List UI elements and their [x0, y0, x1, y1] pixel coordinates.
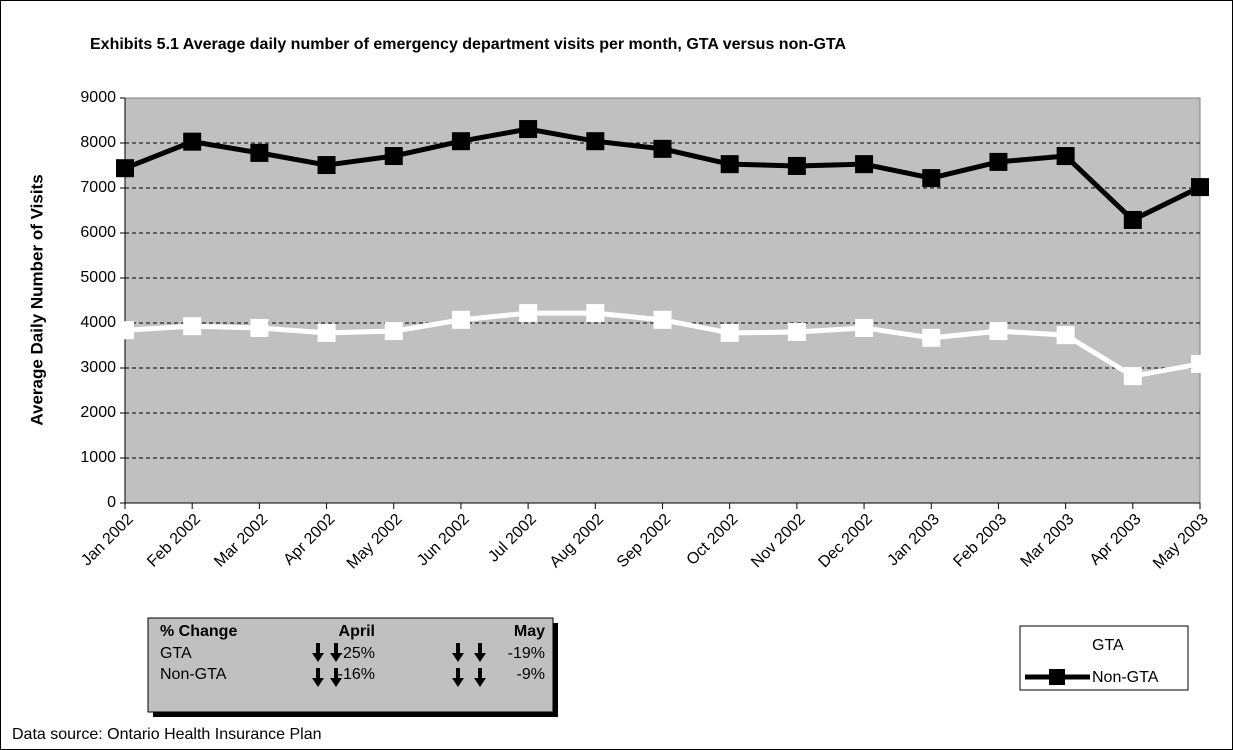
y-tick-label: 1000 [80, 449, 116, 466]
point-marker [116, 159, 134, 178]
table-header: % Change [160, 623, 237, 640]
point-marker [989, 152, 1008, 171]
point-marker [922, 328, 941, 347]
down-arrow [452, 643, 464, 662]
point-marker [586, 132, 605, 151]
y-tick-label: 3000 [80, 359, 116, 376]
point-marker [183, 132, 202, 151]
y-tick-label: 8000 [80, 134, 116, 151]
y-axis-title: Average Daily Number of Visits [27, 174, 46, 425]
y-tick-label: 7000 [80, 179, 116, 196]
point-marker [384, 322, 403, 341]
down-arrow [312, 668, 324, 687]
table-cell: GTA [160, 645, 192, 662]
y-tick-label: 2000 [80, 404, 116, 421]
point-marker [451, 310, 470, 329]
point-marker [787, 323, 806, 341]
point-marker [116, 321, 134, 340]
point-marker [989, 322, 1008, 341]
point-marker [653, 310, 672, 329]
point-marker [317, 323, 336, 342]
y-tick-label: 5000 [80, 269, 116, 286]
table-cell: -25% [338, 645, 375, 662]
down-arrow [312, 643, 324, 662]
point-marker [317, 156, 336, 175]
y-tick-label: 6000 [80, 224, 116, 241]
change-table [147, 617, 554, 713]
point-marker [653, 139, 672, 158]
point-marker [519, 304, 538, 323]
point-marker [519, 120, 538, 139]
y-tick-label: 0 [107, 494, 116, 511]
y-tick-label: 9000 [80, 89, 116, 106]
point-marker [586, 304, 605, 323]
point-marker [250, 318, 269, 337]
table-header: April [339, 623, 375, 640]
point-marker [855, 318, 874, 337]
point-marker [787, 156, 806, 175]
down-arrow [474, 643, 486, 662]
point-marker [1191, 354, 1209, 373]
point-marker [855, 155, 874, 174]
down-arrow [474, 668, 486, 687]
point-marker [1123, 367, 1142, 386]
chart-title: Exhibits 5.1 Average daily number of eme… [90, 36, 846, 53]
table-cell: Non-GTA [160, 666, 227, 683]
table-cell: -19% [508, 645, 545, 662]
point-marker [451, 132, 470, 151]
down-arrow [330, 643, 342, 662]
point-marker [1056, 326, 1075, 345]
legend-marker [1049, 637, 1065, 653]
legend-label: Non-GTA [1092, 669, 1159, 686]
point-marker [720, 155, 739, 174]
plot-area [124, 97, 1201, 504]
y-tick-label: 4000 [80, 314, 116, 331]
legend-label: GTA [1092, 637, 1124, 654]
point-marker [384, 147, 403, 166]
table-cell: -9% [517, 666, 545, 683]
down-arrow [330, 668, 342, 687]
point-marker [720, 323, 739, 342]
point-marker [1056, 147, 1075, 166]
point-marker [1123, 210, 1142, 229]
source-note: Data source: Ontario Health Insurance Pl… [12, 726, 322, 743]
point-marker [922, 169, 941, 188]
down-arrow [452, 668, 464, 687]
table-header: May [514, 623, 545, 640]
point-marker [183, 317, 202, 336]
table-cell: -16% [338, 666, 375, 683]
point-marker [250, 143, 269, 162]
point-marker [1191, 178, 1209, 197]
legend-marker [1049, 669, 1065, 685]
